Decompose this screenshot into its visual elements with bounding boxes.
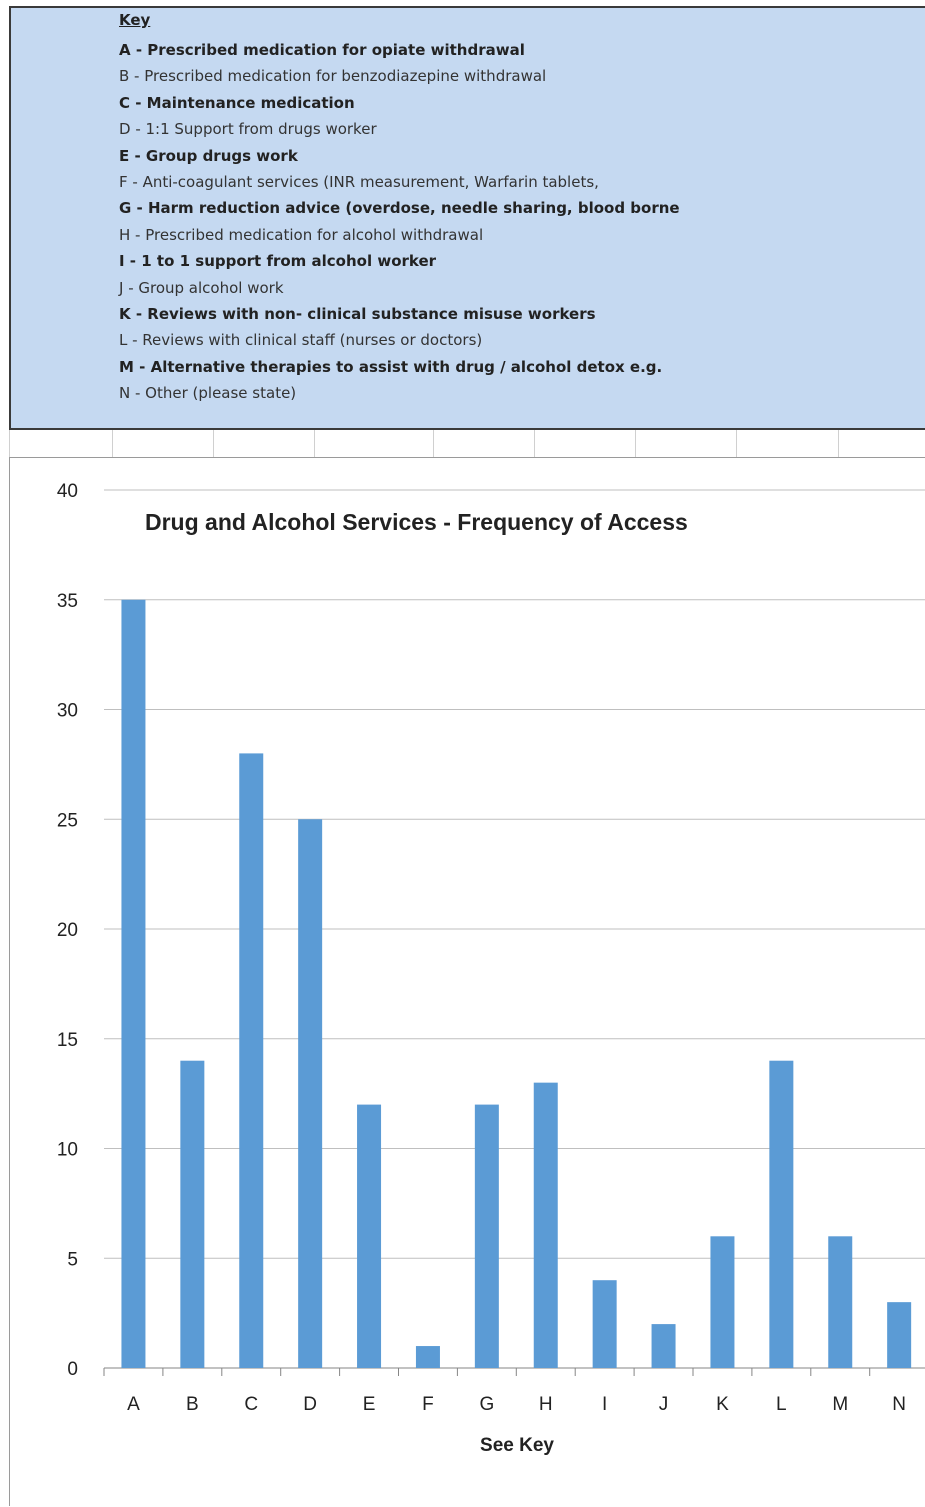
y-tick-label: 15: [57, 1030, 78, 1051]
cell-divider: [736, 430, 737, 457]
key-item: H - Prescribed medication for alcohol wi…: [119, 225, 484, 244]
bar-j: [651, 1324, 676, 1368]
x-tick-label: B: [186, 1394, 199, 1415]
bar-d: [298, 819, 323, 1368]
key-item: D - 1:1 Support from drugs worker: [119, 120, 377, 139]
y-tick-label: 35: [57, 591, 78, 612]
x-tick-label: I: [602, 1394, 607, 1415]
x-tick-label: H: [539, 1394, 553, 1415]
x-tick-label: N: [892, 1394, 906, 1415]
key-item: F - Anti-coagulant services (INR measure…: [119, 172, 599, 191]
x-tick-label: J: [659, 1394, 669, 1415]
cell-divider: [635, 430, 636, 457]
key-item: L - Reviews with clinical staff (nurses …: [119, 331, 483, 350]
y-tick-label: 0: [67, 1359, 78, 1380]
y-tick-label: 30: [57, 701, 78, 722]
x-tick-label: A: [127, 1394, 140, 1415]
cell-divider: [433, 430, 434, 457]
x-tick-label: G: [479, 1394, 494, 1415]
x-tick-label: D: [303, 1394, 317, 1415]
y-tick-label: 25: [57, 810, 78, 831]
x-tick-label: F: [422, 1394, 434, 1415]
bar-c: [239, 753, 264, 1368]
chart-title: Drug and Alcohol Services - Frequency of…: [145, 509, 688, 535]
cell-divider: [314, 430, 315, 457]
x-axis-title: See Key: [480, 1435, 554, 1456]
bar-n: [887, 1302, 912, 1368]
bar-i: [592, 1280, 617, 1368]
bar-h: [533, 1082, 558, 1368]
key-item: A - Prescribed medication for opiate wit…: [119, 41, 525, 59]
y-tick-label: 10: [57, 1140, 78, 1161]
x-tick-label: L: [776, 1394, 787, 1415]
cell-divider: [534, 430, 535, 457]
key-box: Key A - Prescribed medication for opiate…: [9, 6, 925, 430]
key-list: A - Prescribed medication for opiate wit…: [119, 37, 680, 406]
key-item: C - Maintenance medication: [119, 93, 355, 112]
key-item: I - 1 to 1 support from alcohol worker: [119, 252, 437, 271]
y-tick-label: 20: [57, 920, 78, 941]
cell-divider: [838, 430, 839, 457]
key-item: E - Group drugs work: [119, 146, 298, 165]
key-item: J - Group alcohol work: [119, 278, 284, 297]
y-tick-label: 40: [57, 481, 78, 502]
cell-divider: [9, 430, 10, 457]
spreadsheet-grid-row: [9, 430, 925, 457]
key-item: G - Harm reduction advice (overdose, nee…: [119, 199, 680, 218]
cell-divider: [112, 430, 113, 457]
key-item: N - Other (please state): [119, 384, 297, 403]
x-tick-label: K: [716, 1394, 729, 1415]
bar-f: [415, 1346, 440, 1368]
bar-b: [180, 1060, 205, 1368]
key-item: B - Prescribed medication for benzodiaze…: [119, 67, 547, 86]
bar-k: [710, 1236, 735, 1368]
y-tick-label: 5: [67, 1249, 78, 1270]
key-title: Key: [119, 11, 151, 29]
x-tick-label: E: [363, 1394, 376, 1415]
bar-a: [121, 599, 146, 1368]
key-item: M - Alternative therapies to assist with…: [119, 357, 663, 376]
bar-e: [357, 1104, 382, 1368]
x-tick-label: C: [244, 1394, 258, 1415]
bar-l: [769, 1060, 794, 1368]
bar-m: [828, 1236, 853, 1368]
bar-g: [474, 1104, 499, 1368]
chart-area[interactable]: 0 5 10 15 20 25 30 35 40 A B C D E F G H I J K L M N Drug and A…: [9, 457, 925, 1506]
cell-divider: [213, 430, 214, 457]
bar-chart: 0 5 10 15 20 25 30 35 40 A B C D E F G H I J K L M N Drug and A…: [57, 481, 925, 1456]
x-tick-label: M: [832, 1394, 848, 1415]
key-item: K - Reviews with non- clinical substance…: [119, 304, 596, 323]
